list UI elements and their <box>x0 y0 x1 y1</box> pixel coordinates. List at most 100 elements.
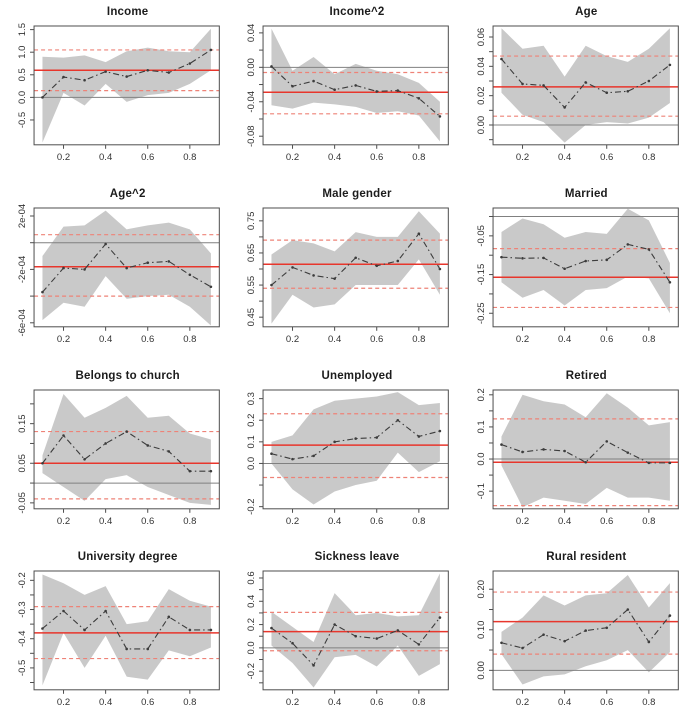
x-tick-label: 0.4 <box>99 334 112 345</box>
quantile-point-marker <box>605 91 608 95</box>
x-tick-label: 0.6 <box>141 697 154 708</box>
quantile-point-marker <box>83 628 86 632</box>
subplot-retired: Retired 0.2 0.4 0.6 0.8 0.2 0.1 0.0 -0.1 <box>459 364 688 546</box>
quantile-point-marker <box>668 461 671 464</box>
y-tick-label: 1.5 <box>17 23 28 36</box>
quantile-point-marker <box>270 451 274 455</box>
quantile-point-marker <box>167 615 171 619</box>
x-tick-label: 0.8 <box>413 515 426 526</box>
quantile-point-marker <box>167 71 171 74</box>
y-tick-label: -0.2 <box>246 663 257 679</box>
plot-region <box>34 210 220 326</box>
subplot-canvas-rural-resident: 0.2 0.4 0.6 0.8 0.20 0.10 0.00 <box>476 570 679 708</box>
quantile-point-marker <box>396 259 400 263</box>
plot-region <box>492 28 678 143</box>
plot-region <box>492 392 678 507</box>
x-tick-label: 0.8 <box>183 697 196 708</box>
quantile-point-marker <box>541 256 545 259</box>
y-tick-label: -0.2 <box>17 572 28 588</box>
plot-region <box>34 28 220 143</box>
quantile-point-marker <box>417 434 421 438</box>
confidence-band <box>42 574 211 686</box>
confidence-band <box>501 28 670 143</box>
quantile-estimate-line <box>500 58 670 109</box>
x-tick-label: 0.2 <box>286 334 299 345</box>
quantile-point-marker <box>62 609 65 613</box>
quantile-point-marker <box>562 267 566 270</box>
x-tick-label: 0.8 <box>642 515 655 526</box>
plot-box <box>262 388 450 509</box>
x-tick-label: 0.2 <box>57 334 70 345</box>
quantile-point-marker <box>167 259 171 263</box>
quantile-point-marker <box>270 65 274 68</box>
quantile-point-marker <box>438 115 442 118</box>
x-tick-label: 0.4 <box>558 697 571 708</box>
x-tick-label: 0.8 <box>642 152 655 163</box>
y-tick-label: 0.3 <box>246 392 257 405</box>
plot-box <box>262 207 450 328</box>
subplot-age-sq: Age^2 0.2 0.4 0.6 0.8 2e-04 -2e-04 -6e-04 <box>0 182 229 364</box>
quantile-point-marker <box>584 629 587 633</box>
quantile-point-marker <box>104 70 107 73</box>
y-tick-label: 0.02 <box>476 86 487 104</box>
plot-box <box>492 207 679 328</box>
y-tick-label: -0.5 <box>17 112 28 128</box>
quantile-point-marker <box>125 75 128 78</box>
x-tick-label: 0.6 <box>370 697 383 708</box>
quantile-point-marker <box>146 443 150 447</box>
y-tick-label: 0.00 <box>246 58 257 76</box>
quantile-point-marker <box>375 637 379 641</box>
subplot-canvas-sickness-leave: 0.2 0.4 0.6 0.8 0.6 0.4 0.2 0.0 -0.2 <box>246 570 450 708</box>
subplot-belongs-to-church: Belongs to church 0.2 0.4 0.6 0.8 0.15 0.05 -0… <box>0 364 229 546</box>
y-tick-label: 0.6 <box>246 572 257 585</box>
plot-region <box>492 208 678 314</box>
subplot-canvas-age-sq: 0.2 0.4 0.6 0.8 2e-04 -2e-04 -6e-04 <box>17 204 220 345</box>
x-tick-label: 0.2 <box>57 697 70 708</box>
x-tick-label: 0.2 <box>57 515 70 526</box>
x-tick-label: 0.6 <box>600 152 613 163</box>
y-tick-label: -0.04 <box>246 91 257 113</box>
y-tick-label: 0.2 <box>246 618 257 631</box>
quantile-point-marker <box>668 280 671 284</box>
x-tick-label: 0.6 <box>141 334 154 345</box>
x-tick-label: 0.4 <box>558 152 571 163</box>
y-tick-label: 0.0 <box>476 452 487 465</box>
x-tick-label: 0.8 <box>413 152 426 163</box>
quantile-point-marker <box>647 247 650 251</box>
subplot-canvas-male-gender: 0.2 0.4 0.6 0.8 0.75 0.65 0.55 0.45 <box>246 207 450 345</box>
quantile-point-marker <box>520 450 524 453</box>
quantile-point-marker <box>354 436 358 440</box>
y-tick-label: 0.04 <box>476 57 487 75</box>
quantile-point-marker <box>520 82 524 86</box>
subplot-age: Age 0.2 0.4 0.6 0.8 0.06 0.04 0.02 0.00 <box>459 0 688 182</box>
subplot-title-unemployed: Unemployed <box>321 369 393 382</box>
confidence-band <box>271 210 441 324</box>
plot-region <box>34 574 220 686</box>
quantile-estimate-line <box>501 243 671 283</box>
x-tick-label: 0.6 <box>600 515 613 526</box>
plot-region <box>263 28 449 142</box>
plot-region <box>263 210 449 324</box>
x-tick-label: 0.2 <box>57 152 70 163</box>
y-tick-label: -6e-04 <box>17 309 28 336</box>
quantile-point-marker <box>668 614 671 618</box>
plot-box <box>492 388 679 509</box>
subplot-married: Married 0.2 0.4 0.6 0.8 -0.05 -0.15 -0.25 <box>459 182 688 364</box>
subplot-sickness-leave: Sickness leave 0.2 0.4 0.6 0.8 0.6 0.4 0.2 0.0 -… <box>229 545 458 727</box>
quantile-point-marker <box>541 447 545 451</box>
quantile-point-marker <box>605 258 608 261</box>
subplot-canvas-income-sq: 0.2 0.4 0.6 0.8 0.04 0.00 -0.04 -0.08 <box>246 24 450 163</box>
x-tick-label: 0.6 <box>600 697 613 708</box>
y-tick-label: -0.5 <box>17 660 28 676</box>
quantile-point-marker <box>375 90 379 93</box>
subplot-income: Income 0.2 0.4 0.6 0.8 1.5 1.0 0.5 0.0 -0.5 <box>0 0 229 182</box>
y-tick-label: -0.15 <box>476 264 487 286</box>
quantile-point-marker <box>125 266 128 270</box>
y-tick-label: -0.05 <box>476 225 487 247</box>
quantile-point-marker <box>541 84 545 87</box>
quantile-point-marker <box>396 418 400 422</box>
x-tick-label: 0.4 <box>328 152 341 163</box>
quantile-point-marker <box>605 626 608 630</box>
confidence-band <box>42 28 211 143</box>
x-tick-label: 0.8 <box>183 152 196 163</box>
